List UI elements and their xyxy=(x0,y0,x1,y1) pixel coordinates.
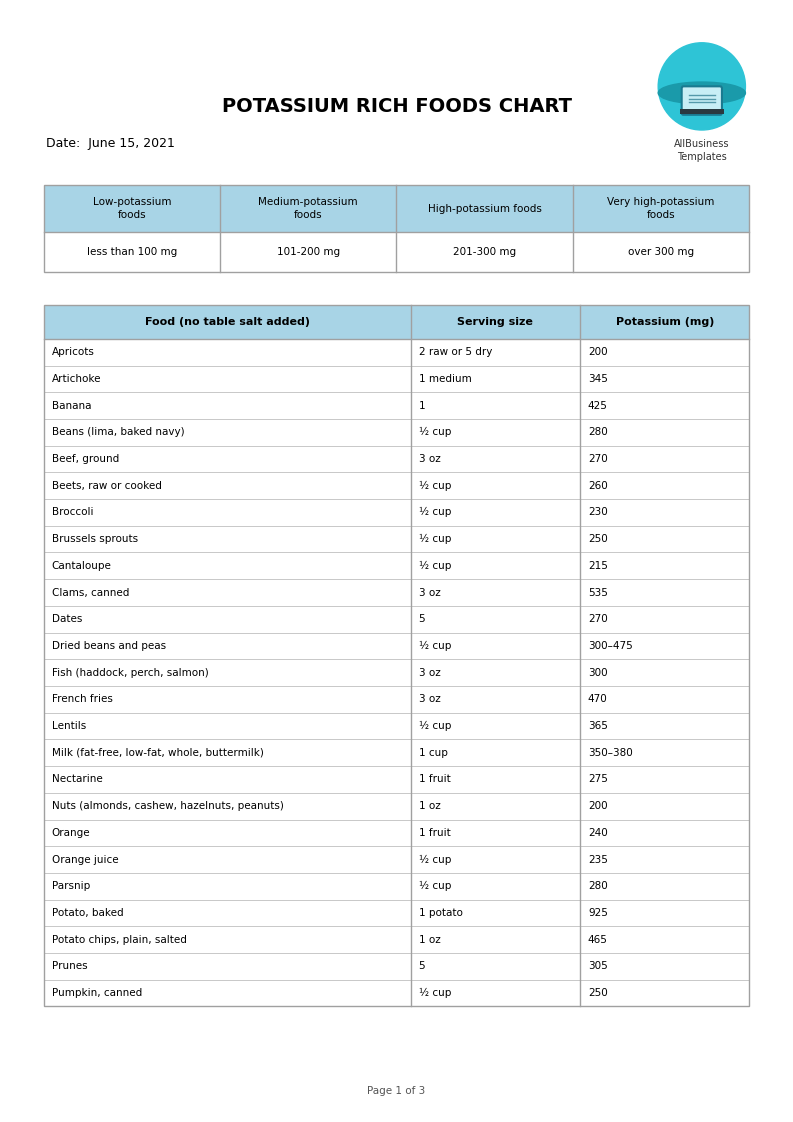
Text: 3 oz: 3 oz xyxy=(419,454,440,465)
Text: 365: 365 xyxy=(588,721,607,732)
Text: 3 oz: 3 oz xyxy=(419,668,440,678)
Bar xyxy=(680,109,724,114)
Text: 235: 235 xyxy=(588,855,607,865)
Text: Milk (fat-free, low-fat, whole, buttermilk): Milk (fat-free, low-fat, whole, buttermi… xyxy=(52,747,263,757)
Text: 230: 230 xyxy=(588,507,607,517)
Text: 200: 200 xyxy=(588,347,607,357)
Text: 101-200 mg: 101-200 mg xyxy=(277,247,340,257)
Text: Prunes: Prunes xyxy=(52,962,87,972)
Text: Orange juice: Orange juice xyxy=(52,855,118,865)
Text: ½ cup: ½ cup xyxy=(419,561,451,571)
Text: 3 oz: 3 oz xyxy=(419,695,440,705)
Text: 280: 280 xyxy=(588,881,607,891)
Text: 1 potato: 1 potato xyxy=(419,908,462,918)
Text: ½ cup: ½ cup xyxy=(419,988,451,999)
Text: 5: 5 xyxy=(419,962,425,972)
Text: Fish (haddock, perch, salmon): Fish (haddock, perch, salmon) xyxy=(52,668,209,678)
Text: over 300 mg: over 300 mg xyxy=(628,247,694,257)
Text: Very high-potassium
foods: Very high-potassium foods xyxy=(607,197,714,220)
Text: ½ cup: ½ cup xyxy=(419,855,451,865)
Text: 270: 270 xyxy=(588,454,607,465)
Text: Nectarine: Nectarine xyxy=(52,774,102,784)
Text: Food (no table salt added): Food (no table salt added) xyxy=(144,318,309,327)
Text: 1 oz: 1 oz xyxy=(419,801,440,811)
Text: ½ cup: ½ cup xyxy=(419,480,451,490)
Text: 201-300 mg: 201-300 mg xyxy=(453,247,516,257)
Text: 200: 200 xyxy=(588,801,607,811)
Text: 300–475: 300–475 xyxy=(588,641,633,651)
Text: POTASSIUM RICH FOODS CHART: POTASSIUM RICH FOODS CHART xyxy=(221,98,572,116)
Text: Cantaloupe: Cantaloupe xyxy=(52,561,112,571)
Text: ½ cup: ½ cup xyxy=(419,641,451,651)
Text: 1 medium: 1 medium xyxy=(419,374,471,384)
Text: 925: 925 xyxy=(588,908,607,918)
Text: Page 1 of 3: Page 1 of 3 xyxy=(367,1086,426,1095)
Text: ½ cup: ½ cup xyxy=(419,427,451,438)
Text: 1: 1 xyxy=(419,401,425,411)
Text: 2 raw or 5 dry: 2 raw or 5 dry xyxy=(419,347,492,357)
Text: 425: 425 xyxy=(588,401,607,411)
Text: High-potassium foods: High-potassium foods xyxy=(427,204,542,213)
Text: Artichoke: Artichoke xyxy=(52,374,101,384)
Text: Low-potassium
foods: Low-potassium foods xyxy=(93,197,171,220)
Text: less than 100 mg: less than 100 mg xyxy=(86,247,177,257)
Text: ½ cup: ½ cup xyxy=(419,881,451,891)
Text: 1 fruit: 1 fruit xyxy=(419,828,450,838)
Text: Apricots: Apricots xyxy=(52,347,94,357)
Text: Potassium (mg): Potassium (mg) xyxy=(615,318,714,327)
Text: 1 fruit: 1 fruit xyxy=(419,774,450,784)
Ellipse shape xyxy=(658,82,745,104)
Text: 215: 215 xyxy=(588,561,607,571)
Text: Parsnip: Parsnip xyxy=(52,881,90,891)
Text: 270: 270 xyxy=(588,614,607,624)
Text: 535: 535 xyxy=(588,588,607,598)
Text: Brussels sprouts: Brussels sprouts xyxy=(52,534,138,544)
Text: Pumpkin, canned: Pumpkin, canned xyxy=(52,988,142,999)
Text: Potato, baked: Potato, baked xyxy=(52,908,123,918)
Text: ½ cup: ½ cup xyxy=(419,534,451,544)
Text: Orange: Orange xyxy=(52,828,90,838)
Text: 5: 5 xyxy=(419,614,425,624)
Text: Banana: Banana xyxy=(52,401,91,411)
Text: 470: 470 xyxy=(588,695,607,705)
Text: 350–380: 350–380 xyxy=(588,747,633,757)
Text: 275: 275 xyxy=(588,774,607,784)
Text: 3 oz: 3 oz xyxy=(419,588,440,598)
Text: Medium-potassium
foods: Medium-potassium foods xyxy=(259,197,358,220)
Text: Beef, ground: Beef, ground xyxy=(52,454,119,465)
Text: French fries: French fries xyxy=(52,695,113,705)
Text: 465: 465 xyxy=(588,935,607,945)
Text: 260: 260 xyxy=(588,480,607,490)
Text: 345: 345 xyxy=(588,374,607,384)
Text: Beans (lima, baked navy): Beans (lima, baked navy) xyxy=(52,427,184,438)
Text: ½ cup: ½ cup xyxy=(419,721,451,732)
Text: 300: 300 xyxy=(588,668,607,678)
Text: Clams, canned: Clams, canned xyxy=(52,588,129,598)
FancyBboxPatch shape xyxy=(682,86,722,114)
Text: Serving size: Serving size xyxy=(458,318,533,327)
Text: Lentils: Lentils xyxy=(52,721,86,732)
Text: 280: 280 xyxy=(588,427,607,438)
Text: Date:  June 15, 2021: Date: June 15, 2021 xyxy=(46,137,175,150)
Text: 305: 305 xyxy=(588,962,607,972)
Text: Beets, raw or cooked: Beets, raw or cooked xyxy=(52,480,162,490)
Text: 1 oz: 1 oz xyxy=(419,935,440,945)
Bar xyxy=(44,305,749,339)
Text: Potato chips, plain, salted: Potato chips, plain, salted xyxy=(52,935,186,945)
Text: Nuts (almonds, cashew, hazelnuts, peanuts): Nuts (almonds, cashew, hazelnuts, peanut… xyxy=(52,801,283,811)
Text: 250: 250 xyxy=(588,988,607,999)
Text: Dates: Dates xyxy=(52,614,82,624)
Text: 1 cup: 1 cup xyxy=(419,747,447,757)
Text: ½ cup: ½ cup xyxy=(419,507,451,517)
Bar xyxy=(44,185,749,232)
Text: Dried beans and peas: Dried beans and peas xyxy=(52,641,166,651)
Text: Broccoli: Broccoli xyxy=(52,507,93,517)
Text: AllBusiness
Templates: AllBusiness Templates xyxy=(674,139,730,163)
Text: 250: 250 xyxy=(588,534,607,544)
Ellipse shape xyxy=(658,43,745,130)
Text: 240: 240 xyxy=(588,828,607,838)
